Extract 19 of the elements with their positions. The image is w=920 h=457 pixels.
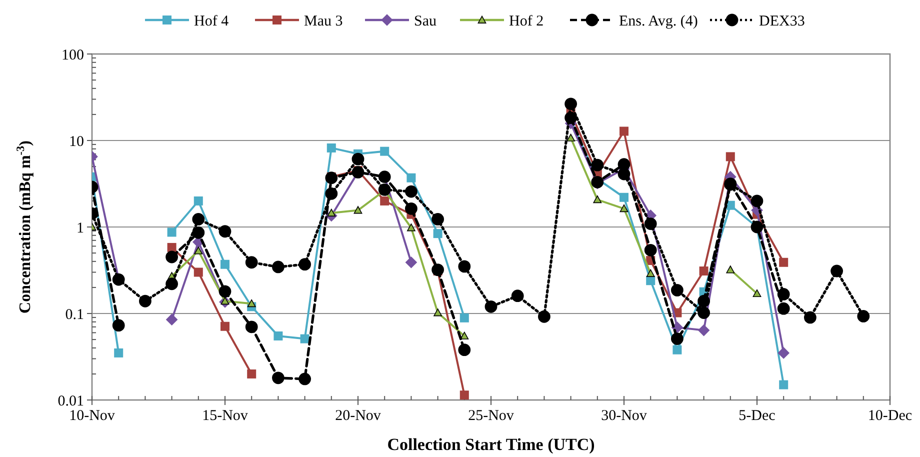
legend-label: DEX33 xyxy=(759,13,805,30)
x-tick-label: 20-Nov xyxy=(335,408,382,424)
x-tick-label: 10-Dec xyxy=(868,408,912,424)
x-tick-label: 25-Nov xyxy=(468,408,514,424)
legend-label: Mau 3 xyxy=(304,13,343,30)
legend-label: Hof 2 xyxy=(509,13,544,30)
x-tick-label: 15-Nov xyxy=(202,408,248,424)
y-tick-label: 0.01 xyxy=(58,393,84,410)
x-tick-label: 5-Dec xyxy=(738,408,776,424)
y-tick-label: 0.1 xyxy=(65,306,84,323)
legend-label: Ens. Avg. (4) xyxy=(619,13,698,30)
legend-label: Sau xyxy=(414,13,437,30)
x-tick-label: 30-Nov xyxy=(601,408,648,424)
y-tick-label: 1 xyxy=(76,220,84,236)
x-tick-label: 10-Nov xyxy=(69,408,116,424)
y-tick-label: 100 xyxy=(62,47,84,64)
legend-label: Hof 4 xyxy=(194,13,230,30)
y-tick-label: 10 xyxy=(69,134,84,150)
x-axis-title: Collection Start Time (UTC) xyxy=(387,435,595,454)
